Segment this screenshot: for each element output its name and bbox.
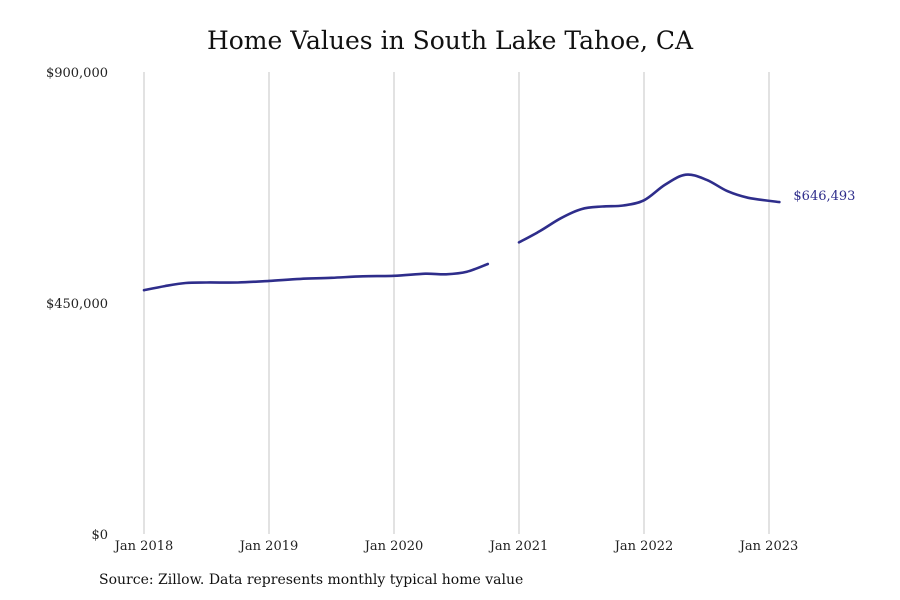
y-tick-label: $0 xyxy=(91,528,108,543)
x-tick-label: Jan 2020 xyxy=(363,539,424,554)
end-labels: $646,493 xyxy=(793,189,855,204)
series-line-segment xyxy=(142,262,490,292)
x-tick-label: Jan 2022 xyxy=(613,539,674,554)
grid-lines xyxy=(143,72,770,534)
chart-title: Home Values in South Lake Tahoe, CA xyxy=(206,26,694,55)
source-note: Source: Zillow. Data represents monthly … xyxy=(99,572,524,588)
x-tick-label: Jan 2019 xyxy=(238,539,299,554)
series-lines xyxy=(142,173,781,292)
x-tick-label: Jan 2023 xyxy=(738,539,799,554)
end-value-label: $646,493 xyxy=(793,189,855,204)
y-tick-label: $900,000 xyxy=(46,66,108,81)
axis-labels: Jan 2018 Jan 2019 Jan 2020 Jan 2021 Jan 2022… xyxy=(46,66,798,554)
series-line-segment xyxy=(517,173,781,244)
x-tick-label: Jan 2018 xyxy=(113,539,174,554)
y-tick-label: $450,000 xyxy=(46,297,108,312)
x-tick-label: Jan 2021 xyxy=(488,539,549,554)
